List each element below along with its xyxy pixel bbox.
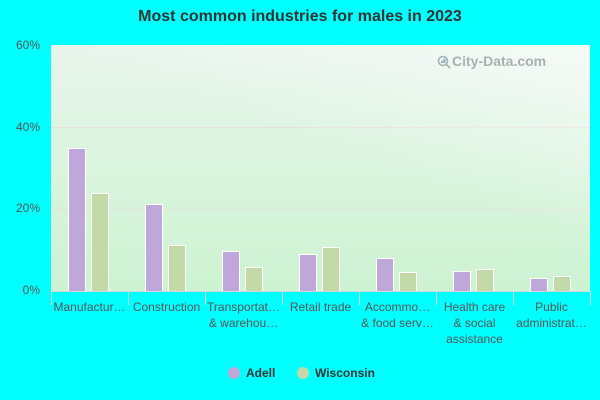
bar-wisconsin[interactable]	[399, 272, 417, 291]
bar-adell[interactable]	[376, 258, 394, 291]
watermark: City-Data.com	[452, 53, 547, 69]
bar-adell[interactable]	[453, 270, 471, 291]
bar-adell[interactable]	[530, 277, 548, 291]
bar-wisconsin[interactable]	[553, 275, 571, 291]
y-tick-60: 60%	[15, 38, 40, 52]
x-label: Accommo… & food serv…	[361, 300, 434, 330]
bar-adell[interactable]	[222, 251, 240, 291]
legend-label-wisconsin: Wisconsin	[315, 366, 375, 380]
magnifier-icon	[437, 55, 451, 69]
gridline-20	[51, 209, 590, 210]
x-tick	[590, 291, 591, 305]
chart-title: Most common industries for males in 2023	[138, 8, 462, 25]
y-tick-20: 20%	[15, 201, 40, 215]
x-tick	[436, 291, 437, 305]
x-tick	[128, 291, 129, 305]
x-label: Retail trade	[289, 300, 352, 314]
legend-swatch-adell	[228, 367, 240, 379]
y-tick-40: 40%	[15, 120, 40, 134]
bar-wisconsin[interactable]	[245, 266, 263, 291]
x-tick	[51, 291, 52, 305]
bar-adell[interactable]	[145, 204, 163, 291]
x-label: Manufactur…	[53, 300, 126, 314]
bar-wisconsin[interactable]	[168, 245, 186, 291]
x-tick	[359, 291, 360, 305]
x-tick	[513, 291, 514, 305]
x-label: Transportat… & warehou…	[207, 300, 280, 330]
y-tick-0: 0%	[22, 283, 40, 297]
x-axis	[51, 291, 590, 292]
bar-adell[interactable]	[68, 147, 86, 291]
plot-area	[51, 45, 590, 291]
gridline-40	[51, 127, 590, 128]
x-tick	[205, 291, 206, 305]
bar-wisconsin[interactable]	[476, 268, 494, 291]
x-label: Public administrat…	[516, 300, 587, 330]
x-label: Health care & social assistance	[443, 300, 506, 346]
x-label: Construction	[132, 300, 201, 314]
bar-wisconsin[interactable]	[322, 247, 340, 291]
legend-swatch-wisconsin	[297, 367, 309, 379]
bar-adell[interactable]	[299, 254, 317, 291]
legend-label-adell: Adell	[246, 366, 276, 380]
bar-wisconsin[interactable]	[91, 193, 109, 291]
x-tick	[282, 291, 283, 305]
